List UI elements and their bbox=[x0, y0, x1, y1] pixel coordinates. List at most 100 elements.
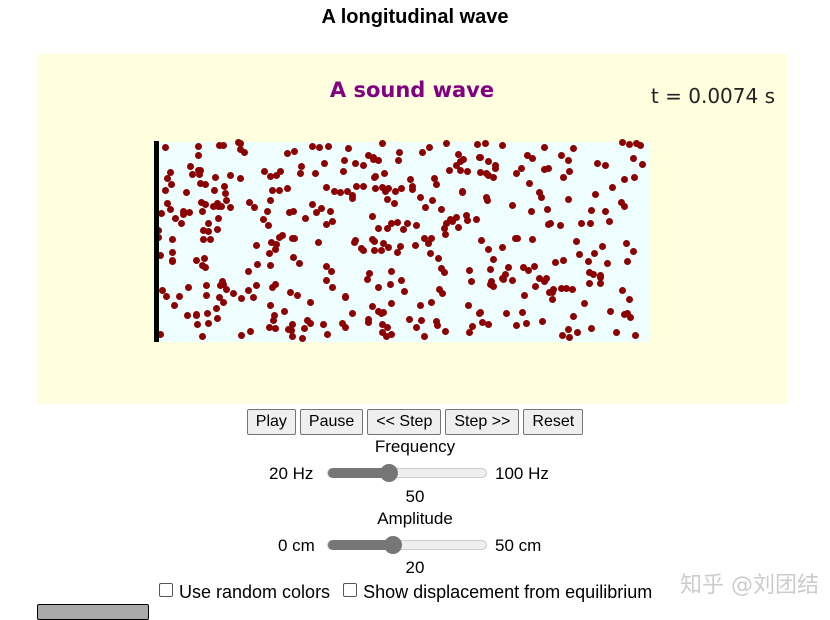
air-particle bbox=[297, 163, 305, 171]
air-particle bbox=[368, 236, 376, 244]
air-particle bbox=[428, 196, 436, 204]
air-particle bbox=[273, 241, 281, 249]
air-particle bbox=[317, 204, 325, 212]
air-particle bbox=[381, 188, 389, 196]
air-particle bbox=[591, 250, 599, 258]
air-particle bbox=[394, 157, 402, 165]
air-particle bbox=[543, 205, 551, 213]
air-particle bbox=[384, 196, 392, 204]
frequency-slider-thumb[interactable] bbox=[380, 464, 398, 482]
air-particle bbox=[378, 328, 386, 336]
air-particle bbox=[618, 287, 626, 295]
air-particle bbox=[428, 234, 436, 242]
air-particle bbox=[263, 207, 271, 215]
air-particle bbox=[184, 312, 192, 320]
air-particle bbox=[324, 142, 332, 150]
air-particle bbox=[573, 328, 581, 336]
air-particle bbox=[197, 180, 205, 188]
air-particle bbox=[473, 215, 481, 223]
air-particle bbox=[205, 227, 213, 235]
air-particle bbox=[441, 230, 449, 238]
air-particle bbox=[592, 190, 600, 198]
air-particle bbox=[483, 196, 491, 204]
air-particle bbox=[452, 214, 460, 222]
air-particle bbox=[384, 323, 392, 331]
air-particle bbox=[184, 284, 192, 292]
random-colors-checkbox[interactable] bbox=[159, 583, 173, 597]
air-particle bbox=[204, 219, 212, 227]
air-particle bbox=[535, 274, 543, 282]
air-particle bbox=[158, 209, 166, 217]
step-back-button[interactable]: << Step bbox=[367, 409, 442, 435]
air-particle bbox=[275, 186, 283, 194]
air-particle bbox=[375, 283, 383, 291]
air-particle bbox=[339, 168, 347, 176]
air-particle bbox=[607, 307, 615, 315]
air-particle bbox=[238, 332, 246, 340]
air-particle bbox=[371, 246, 379, 254]
creative-commons-badge-icon[interactable] bbox=[37, 604, 149, 620]
air-particle bbox=[351, 237, 359, 245]
air-particle bbox=[637, 142, 645, 150]
simulation-title: A sound wave bbox=[329, 78, 495, 102]
air-particle bbox=[269, 187, 277, 195]
air-particle bbox=[462, 211, 470, 219]
air-particle bbox=[215, 141, 223, 149]
air-particle bbox=[272, 245, 280, 253]
air-column bbox=[155, 139, 649, 342]
air-particle bbox=[418, 149, 426, 157]
air-particle bbox=[426, 250, 434, 258]
air-particle bbox=[508, 201, 516, 209]
air-particle bbox=[291, 148, 299, 156]
air-particle bbox=[200, 235, 208, 243]
air-particle bbox=[556, 221, 564, 229]
frequency-slider-row: 20 Hz 100 Hz bbox=[0, 462, 830, 486]
air-particle bbox=[437, 264, 445, 272]
air-particle bbox=[601, 161, 609, 169]
displacement-option[interactable]: Show displacement from equilibrium bbox=[343, 582, 652, 602]
air-particle bbox=[340, 156, 348, 164]
air-particle bbox=[618, 198, 626, 206]
air-particle bbox=[269, 316, 277, 324]
air-particle bbox=[519, 309, 527, 317]
air-particle bbox=[425, 240, 433, 248]
frequency-label: Frequency bbox=[374, 437, 456, 456]
air-particle bbox=[379, 240, 387, 248]
displacement-checkbox[interactable] bbox=[343, 583, 358, 597]
air-particle bbox=[252, 242, 260, 250]
air-particle bbox=[223, 197, 231, 205]
amplitude-slider[interactable] bbox=[327, 536, 487, 554]
air-particle bbox=[624, 258, 632, 266]
air-particle bbox=[383, 225, 391, 233]
pause-button[interactable]: Pause bbox=[299, 409, 364, 435]
air-particle bbox=[265, 222, 273, 230]
air-particle bbox=[435, 286, 443, 294]
air-particle bbox=[220, 299, 228, 307]
air-particle bbox=[570, 313, 577, 321]
air-particle bbox=[374, 225, 382, 233]
frequency-slider[interactable] bbox=[327, 464, 487, 482]
air-particle bbox=[476, 169, 484, 177]
air-particle bbox=[266, 173, 274, 181]
reset-button[interactable]: Reset bbox=[523, 409, 584, 435]
frequency-min-label: 20 Hz bbox=[269, 464, 314, 483]
air-particle bbox=[397, 243, 405, 251]
air-particle bbox=[540, 165, 548, 173]
air-particle bbox=[442, 219, 450, 227]
simulation-canvas: A sound wave t = 0.0074 s bbox=[37, 54, 787, 404]
step-forward-button[interactable]: Step >> bbox=[445, 409, 520, 435]
air-particle bbox=[491, 161, 499, 169]
amplitude-slider-thumb[interactable] bbox=[384, 536, 402, 554]
air-particle bbox=[587, 220, 595, 228]
air-particle bbox=[286, 289, 294, 297]
play-button[interactable]: Play bbox=[246, 409, 296, 435]
air-particle bbox=[348, 310, 356, 318]
air-particle bbox=[352, 182, 360, 190]
air-particle bbox=[272, 280, 280, 288]
air-particle bbox=[276, 233, 283, 241]
amplitude-slider-fill bbox=[328, 540, 394, 550]
air-particle bbox=[445, 167, 453, 175]
random-colors-option[interactable]: Use random colors bbox=[159, 582, 330, 602]
air-particle bbox=[585, 280, 593, 288]
air-particle bbox=[204, 319, 212, 327]
